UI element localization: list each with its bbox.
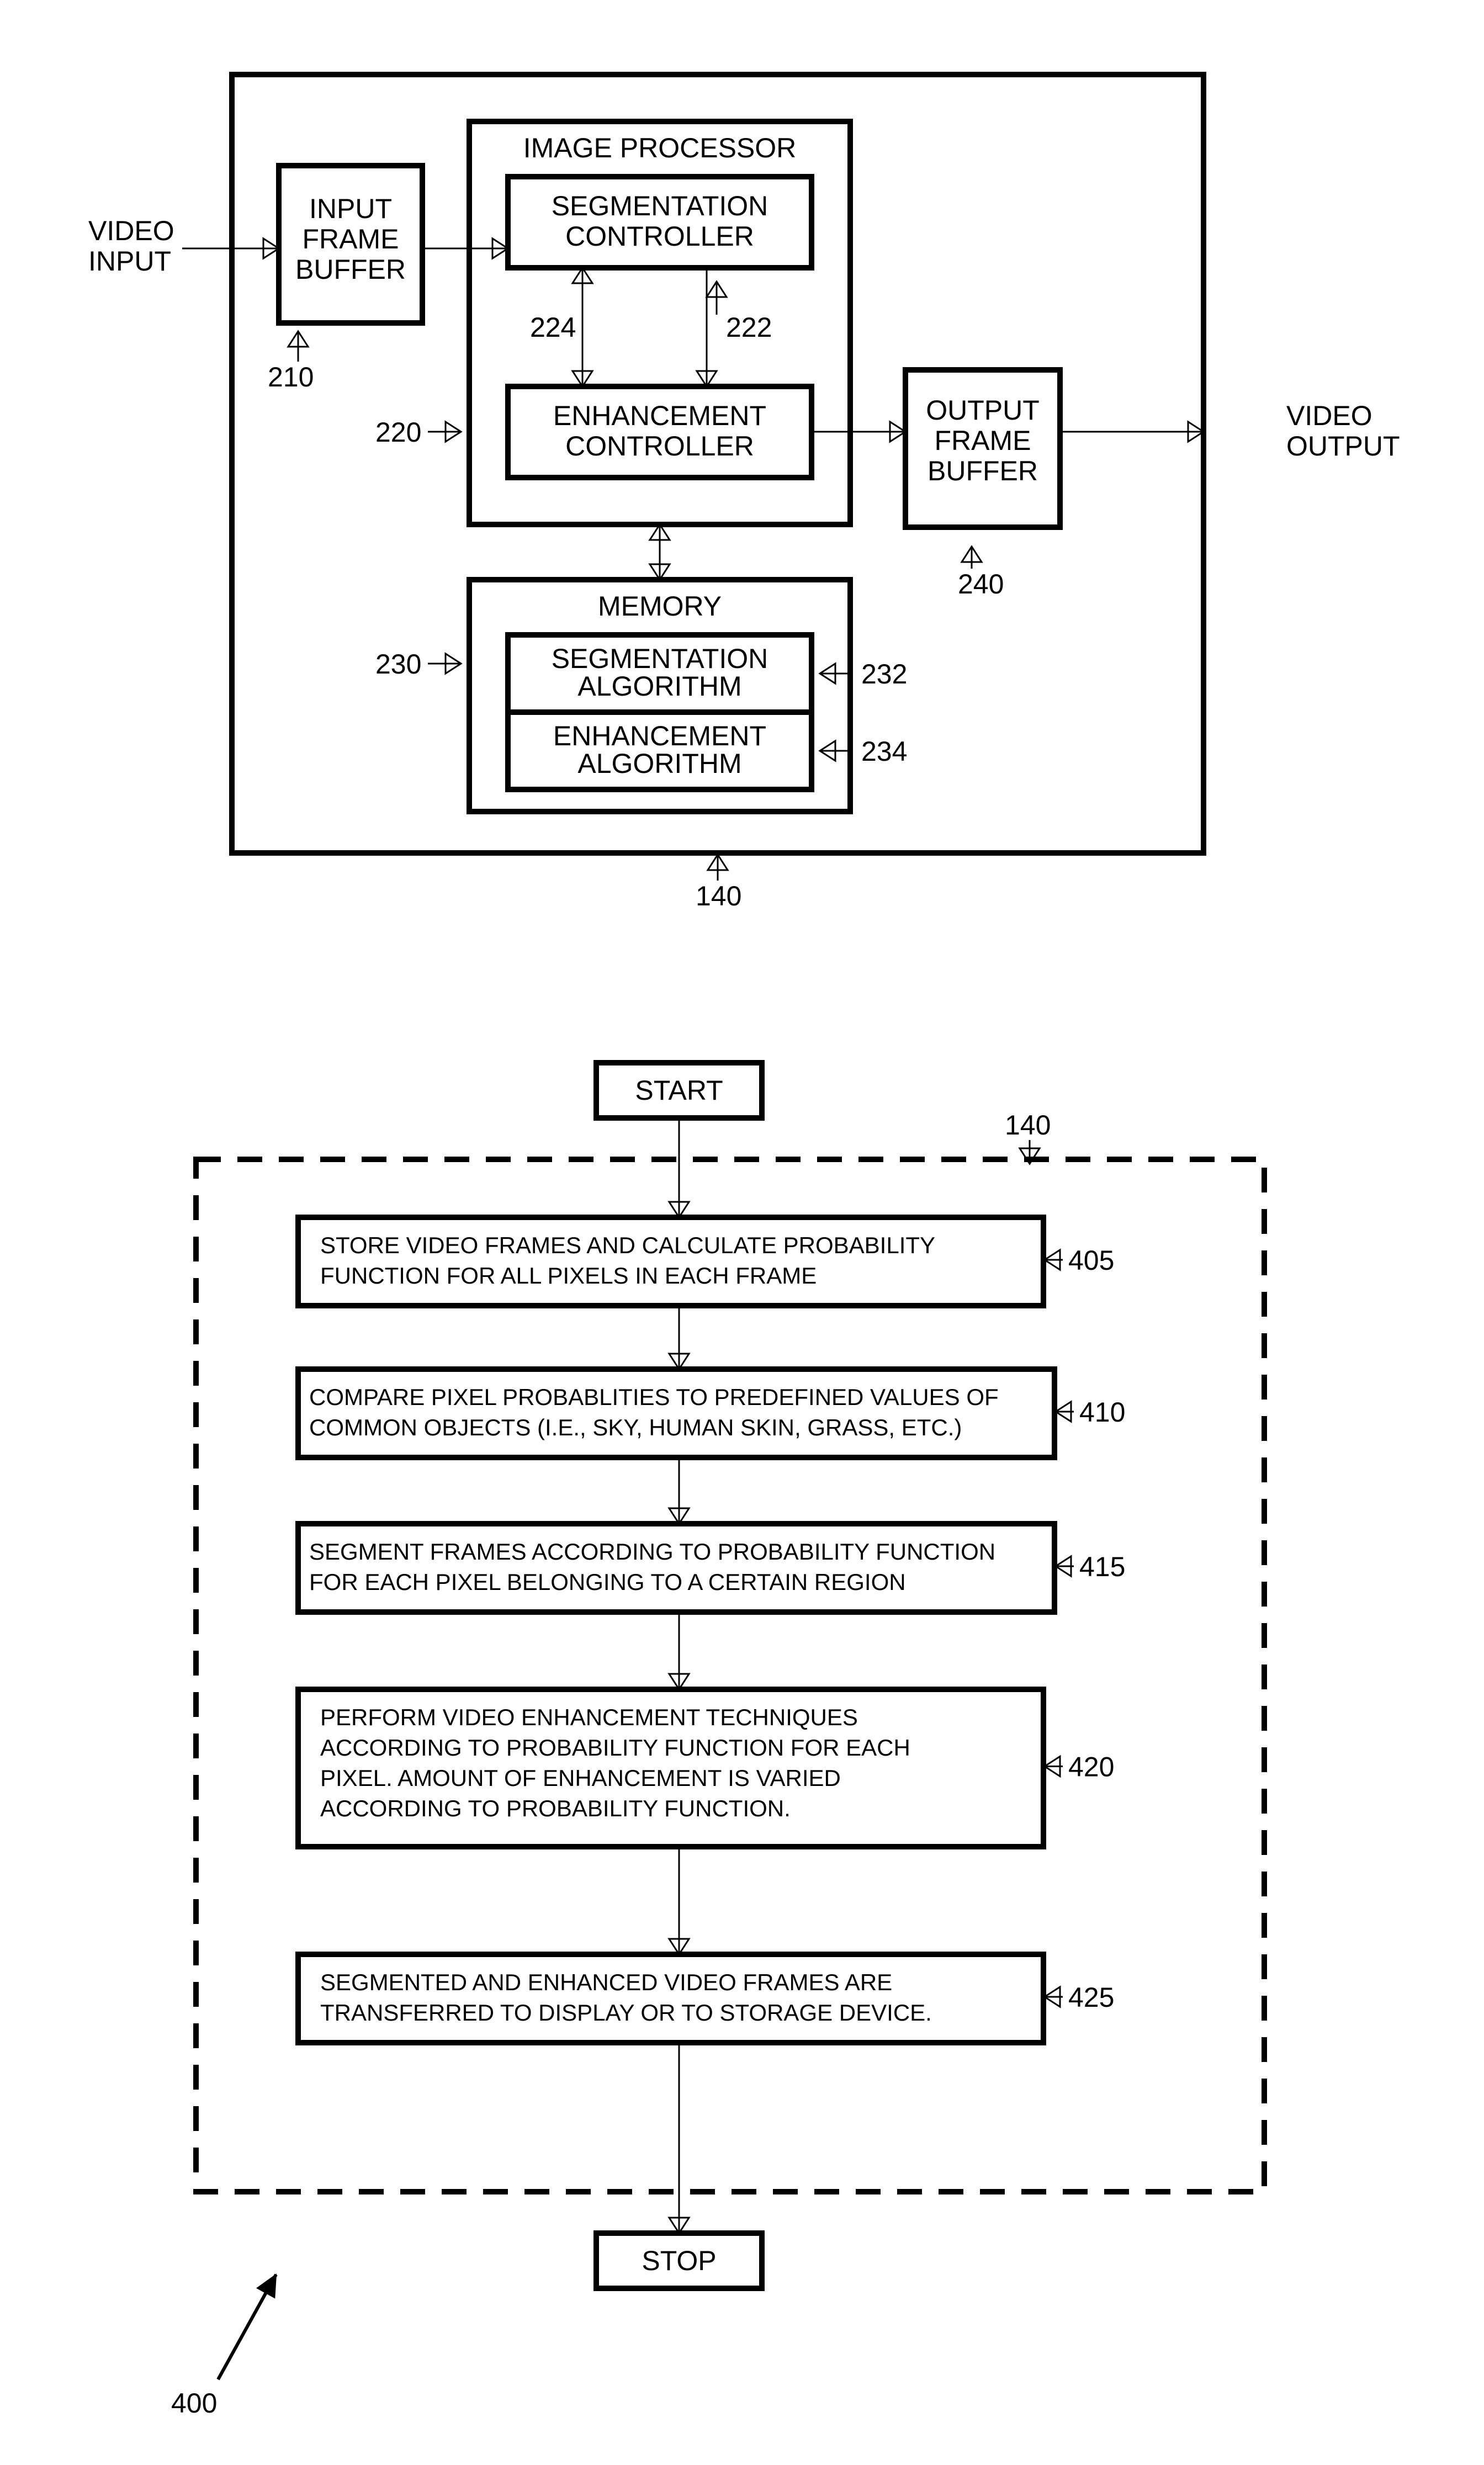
ref-230: 230 <box>375 649 421 680</box>
ref-420: 420 <box>1068 1752 1114 1783</box>
step-405 <box>298 1217 1043 1306</box>
input_frame_buffer-line: FRAME <box>303 224 399 255</box>
video-input-label: VIDEO <box>88 215 174 246</box>
ref-140: 140 <box>696 881 741 911</box>
ref-232: 232 <box>861 659 907 690</box>
step-420-line: ACCORDING TO PROBABILITY FUNCTION FOR EA… <box>320 1735 910 1761</box>
video-input-label: INPUT <box>88 246 171 277</box>
flowchart-container <box>196 1159 1264 2192</box>
enhancement_algorithm-line: ENHANCEMENT <box>553 720 766 751</box>
output_frame_buffer-line: FRAME <box>935 425 1031 456</box>
step-420-line: PIXEL. AMOUNT OF ENHANCEMENT IS VARIED <box>320 1765 841 1791</box>
input_frame_buffer-line: INPUT <box>309 193 392 224</box>
ref-210: 210 <box>268 362 314 393</box>
ref-140b: 140 <box>1005 1110 1051 1141</box>
ref-224: 224 <box>530 312 576 343</box>
step-425 <box>298 1954 1043 2043</box>
ref-400: 400 <box>171 2388 217 2419</box>
step-415-line: FOR EACH PIXEL BELONGING TO A CERTAIN RE… <box>309 1569 906 1595</box>
output_frame_buffer-line: BUFFER <box>928 455 1038 486</box>
memory-title: MEMORY <box>598 591 722 622</box>
video-output-label: VIDEO <box>1286 400 1372 431</box>
enhancement_controller-line: CONTROLLER <box>565 431 754 462</box>
segmentation_controller-line: SEGMENTATION <box>552 190 768 221</box>
step-420-line: PERFORM VIDEO ENHANCEMENT TECHNIQUES <box>320 1704 858 1730</box>
step-405-line: STORE VIDEO FRAMES AND CALCULATE PROBABI… <box>320 1232 935 1258</box>
step-410-line: COMMON OBJECTS (I.E., SKY, HUMAN SKIN, G… <box>309 1414 962 1440</box>
step-405-line: FUNCTION FOR ALL PIXELS IN EACH FRAME <box>320 1263 817 1289</box>
stop-label: STOP <box>642 2245 716 2276</box>
enhancement_algorithm-line: ALGORITHM <box>577 748 741 779</box>
video-output-label: OUTPUT <box>1286 431 1400 462</box>
ref-234: 234 <box>861 736 907 767</box>
segmentation_controller-line: CONTROLLER <box>565 221 754 252</box>
start-label: START <box>635 1075 723 1106</box>
ref-410: 410 <box>1079 1397 1125 1428</box>
step-410-line: COMPARE PIXEL PROBABLITIES TO PREDEFINED… <box>309 1384 999 1410</box>
enhancement_controller-line: ENHANCEMENT <box>553 400 766 431</box>
segmentation_algorithm-line: ALGORITHM <box>577 671 741 702</box>
output_frame_buffer-line: OUTPUT <box>926 395 1040 426</box>
step-415 <box>298 1524 1054 1612</box>
ref-425: 425 <box>1068 1982 1114 2013</box>
ref-240: 240 <box>958 569 1004 600</box>
ref-222: 222 <box>726 312 772 343</box>
step-425-line: TRANSFERRED TO DISPLAY OR TO STORAGE DEV… <box>320 2000 932 2026</box>
segmentation_algorithm-line: SEGMENTATION <box>552 643 768 674</box>
ref-415: 415 <box>1079 1551 1125 1582</box>
step-425-line: SEGMENTED AND ENHANCED VIDEO FRAMES ARE <box>320 1969 892 1995</box>
ref-405: 405 <box>1068 1245 1114 1276</box>
step-415-line: SEGMENT FRAMES ACCORDING TO PROBABILITY … <box>309 1539 995 1565</box>
image_processor-title: IMAGE PROCESSOR <box>523 132 797 163</box>
step-410 <box>298 1369 1054 1457</box>
image_processor-box <box>469 121 850 524</box>
input_frame_buffer-line: BUFFER <box>295 254 406 285</box>
step-420-line: ACCORDING TO PROBABILITY FUNCTION. <box>320 1795 791 1821</box>
ref-220: 220 <box>375 417 421 448</box>
